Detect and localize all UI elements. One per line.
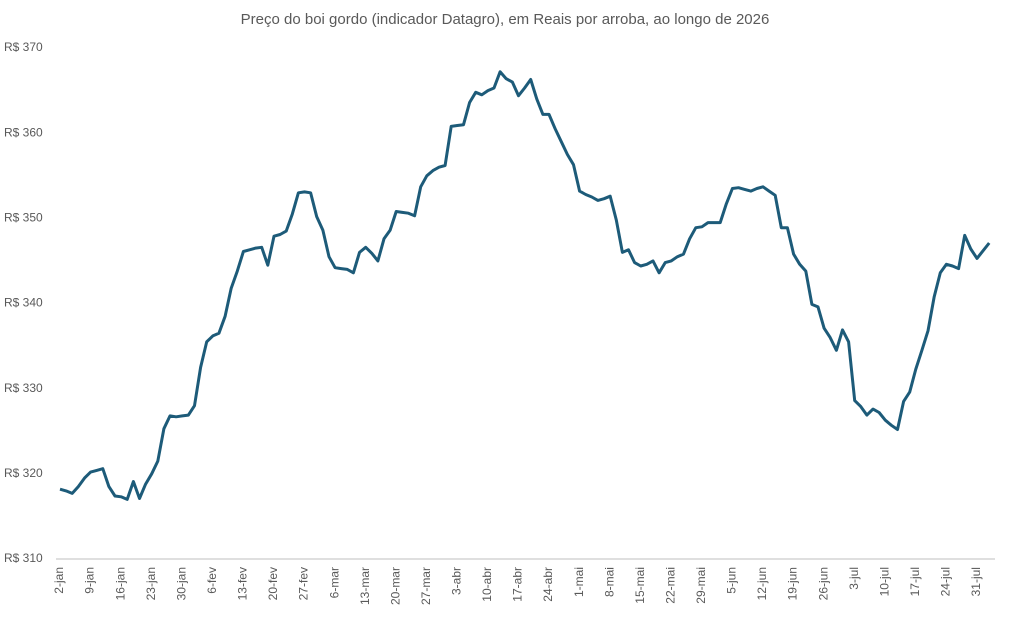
x-tick-label: 29-mai xyxy=(694,567,708,604)
x-tick-label: 3-jul xyxy=(847,567,861,590)
x-tick-label: 22-mai xyxy=(663,567,677,604)
y-tick-label: R$ 320 xyxy=(4,466,43,480)
x-tick-label: 31-jul xyxy=(969,567,983,596)
x-tick-label: 20-fev xyxy=(266,567,280,600)
y-tick-label: R$ 330 xyxy=(4,381,43,395)
x-tick-label: 3-abr xyxy=(450,567,464,595)
x-tick-label: 13-mar xyxy=(358,567,372,605)
chart-title: Preço do boi gordo (indicador Datagro), … xyxy=(241,11,770,28)
x-tick-label: 6-fev xyxy=(205,567,219,594)
line-series xyxy=(59,70,991,501)
x-tick-label: 30-jan xyxy=(174,567,188,600)
x-tick-label: 16-jan xyxy=(113,567,127,600)
y-tick-label: R$ 340 xyxy=(4,296,43,310)
x-tick-label: 23-jan xyxy=(144,567,158,600)
x-tick-label: 9-jan xyxy=(83,567,97,594)
x-tick-label: 12-jun xyxy=(755,567,769,600)
y-tick-label: R$ 360 xyxy=(4,125,43,139)
x-tick-label: 19-jun xyxy=(786,567,800,600)
x-tick-label: 27-mar xyxy=(419,567,433,605)
x-tick-label: 17-abr xyxy=(511,567,525,602)
x-tick-label: 24-abr xyxy=(541,567,555,602)
x-tick-label: 10-abr xyxy=(480,567,494,602)
y-tick-label: R$ 310 xyxy=(4,551,43,565)
x-tick-label: 8-mai xyxy=(602,567,616,597)
x-tick-label: 2-jan xyxy=(52,567,66,594)
x-tick-label: 6-mar xyxy=(327,567,341,598)
x-tick-label: 13-fev xyxy=(236,567,250,600)
x-tick-label: 5-jun xyxy=(725,567,739,594)
y-tick-label: R$ 350 xyxy=(4,211,43,225)
x-tick-label: 26-jun xyxy=(816,567,830,600)
x-tick-label: 17-jul xyxy=(908,567,922,596)
x-tick-label: 20-mar xyxy=(388,567,402,605)
x-tick-label: 1-mai xyxy=(572,567,586,597)
x-tick-label: 15-mai xyxy=(633,567,647,604)
x-tick-label: 10-jul xyxy=(877,567,891,596)
x-tick-label: 27-fev xyxy=(297,567,311,600)
y-tick-label: R$ 370 xyxy=(4,40,43,54)
x-tick-label: 24-jul xyxy=(939,567,953,596)
